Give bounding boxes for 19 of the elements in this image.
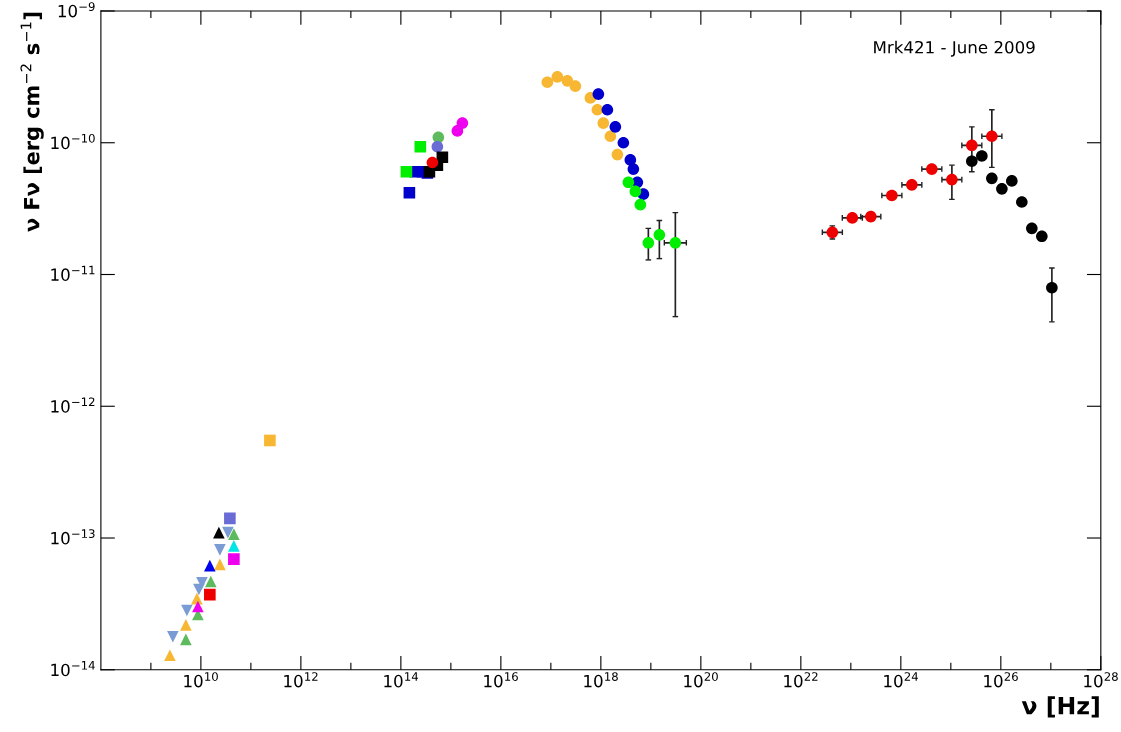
x-tick-label: 10$^{20}$ [684,672,718,688]
x-tick-label: 10$^{12}$ [284,672,318,688]
y-tick-label: 10$^{−13}$ [51,529,95,545]
y-tick-label: 10$^{−9}$ [58,2,95,18]
y-tick-label: 10$^{−14}$ [51,661,95,677]
annotation: Mrk421 - June 2009 [874,40,1035,57]
x-tick-label: 10$^{16}$ [484,672,518,688]
x-tick-label: 10$^{14}$ [384,672,419,688]
x-tick-label: 10$^{28}$ [1084,672,1118,688]
y-tick-label: 10$^{−10}$ [51,133,95,150]
x-tick-label: 10$^{22}$ [784,672,818,688]
x-tick-label: 10$^{18}$ [584,672,618,688]
x-tick-label: 10$^{10}$ [184,672,218,688]
y-axis-title: ν Fν [erg cm$^{−2}$ s$^{−1}$] [20,12,44,232]
x-axis-title: ν [Hz] [1021,696,1099,718]
x-tick-label: 10$^{26}$ [984,672,1018,688]
x-tick-label: 10$^{24}$ [884,672,918,688]
y-tick-label: 10$^{−11}$ [51,265,95,281]
y-tick-label: 10$^{−12}$ [51,397,95,413]
